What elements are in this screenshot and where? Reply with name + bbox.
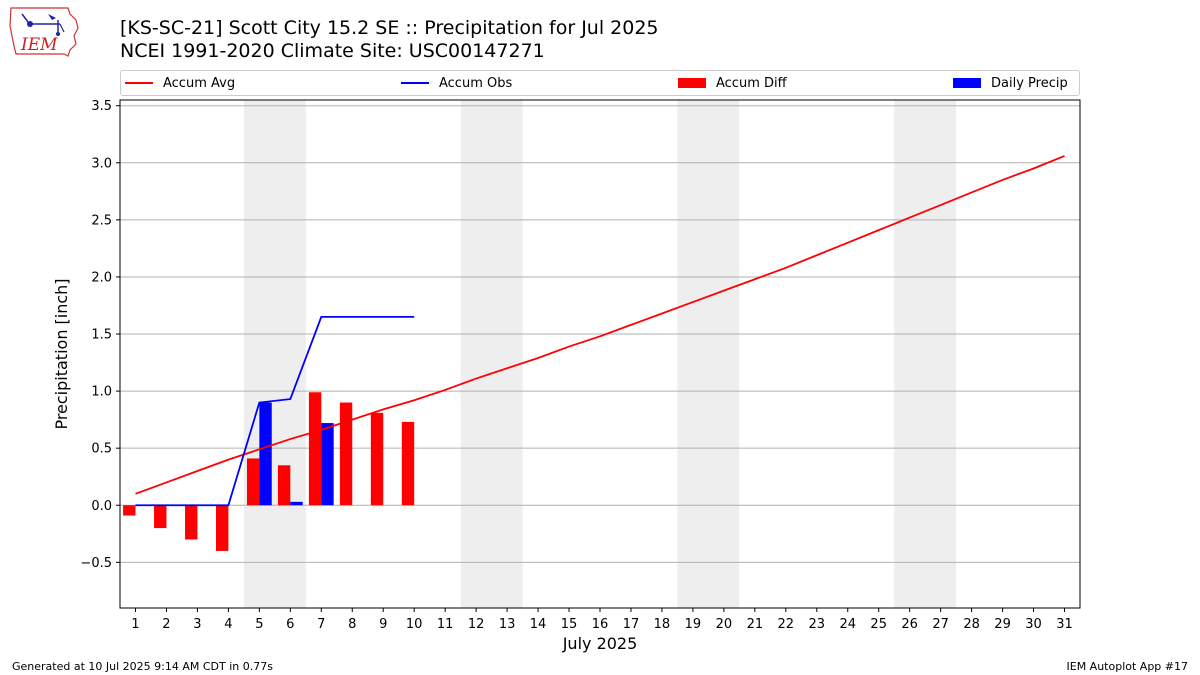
- y-tick-label: −0.5: [80, 556, 112, 571]
- footer-app-text: IEM Autoplot App #17: [1066, 660, 1189, 673]
- y-tick-label: 3.5: [91, 99, 112, 114]
- legend-swatch-accum-avg: [125, 82, 153, 84]
- bar-accum-diff: [277, 465, 291, 506]
- x-tick-label: 9: [379, 617, 387, 632]
- bar-accum-diff: [246, 458, 260, 506]
- iem-logo: IEM: [8, 6, 80, 58]
- weekend-band: [677, 100, 740, 608]
- bar-accum-diff: [123, 505, 136, 516]
- bar-accum-diff: [401, 421, 415, 506]
- x-tick-label: 11: [437, 617, 454, 632]
- weekend-band: [460, 100, 523, 608]
- x-tick-label: 12: [468, 617, 485, 632]
- bar-accum-diff: [185, 505, 198, 540]
- legend-label-daily-precip: Daily Precip: [991, 75, 1068, 91]
- bar-daily-precip: [290, 501, 303, 506]
- x-tick-label: 20: [716, 617, 733, 632]
- x-tick-label: 26: [901, 617, 918, 632]
- x-tick-label: 6: [286, 617, 294, 632]
- x-tick-label: 28: [963, 617, 980, 632]
- x-tick-label: 13: [499, 617, 516, 632]
- y-tick-label: 0.5: [91, 442, 112, 457]
- plot-frame: [119, 99, 1081, 609]
- y-tick-label: 2.0: [91, 270, 112, 285]
- y-tick-label: 1.5: [91, 328, 112, 343]
- y-tick-label: 1.0: [91, 385, 112, 400]
- x-tick-label: 29: [994, 617, 1011, 632]
- legend-swatch-accum-diff: [678, 78, 706, 88]
- bar-accum-diff: [308, 392, 322, 506]
- y-axis-label: Precipitation [inch]: [52, 278, 71, 429]
- x-tick-label: 27: [932, 617, 949, 632]
- legend-label-accum-diff: Accum Diff: [716, 75, 787, 91]
- bar-accum-diff: [154, 505, 167, 529]
- legend-item-accum-obs: Accum Obs: [401, 71, 512, 95]
- x-tick-label: 5: [255, 617, 263, 632]
- legend-swatch-accum-obs: [401, 82, 429, 84]
- x-tick-label: 1: [131, 617, 139, 632]
- bar-daily-precip: [321, 423, 334, 506]
- x-tick-label: 10: [406, 617, 423, 632]
- legend-label-accum-obs: Accum Obs: [439, 75, 513, 91]
- line-accum-avg: [135, 155, 1065, 495]
- x-tick-label: 19: [685, 617, 702, 632]
- weekend-band: [894, 100, 957, 608]
- y-tick-label: 3.0: [91, 156, 112, 171]
- legend-item-accum-diff: Accum Diff: [678, 71, 787, 95]
- bar-accum-diff: [216, 505, 229, 551]
- line-accum-obs: [135, 315, 415, 507]
- x-tick-label: 7: [317, 617, 325, 632]
- x-tick-label: 15: [561, 617, 578, 632]
- bar-accum-diff: [370, 412, 384, 506]
- x-tick-label: 23: [809, 617, 826, 632]
- x-tick-label: 2: [162, 617, 170, 632]
- chart-title: [KS-SC-21] Scott City 15.2 SE :: Precipi…: [120, 17, 659, 39]
- legend-item-daily-precip: Daily Precip: [953, 71, 1068, 95]
- legend-item-accum-avg: Accum Avg: [125, 71, 235, 95]
- x-tick-label: 8: [348, 617, 356, 632]
- x-tick-label: 4: [224, 617, 232, 632]
- x-tick-label: 31: [1056, 617, 1073, 632]
- x-axis-label: July 2025: [562, 634, 638, 653]
- x-tick-label: 24: [839, 617, 856, 632]
- y-tick-label: 0.0: [91, 499, 112, 514]
- legend-label-accum-avg: Accum Avg: [163, 75, 236, 91]
- logo-text: IEM: [20, 35, 58, 55]
- y-tick-label: 2.5: [91, 213, 112, 228]
- x-tick-label: 16: [592, 617, 609, 632]
- x-tick-label: 18: [654, 617, 671, 632]
- x-tick-label: 3: [193, 617, 201, 632]
- x-tick-label: 25: [870, 617, 887, 632]
- x-tick-label: 14: [530, 617, 547, 632]
- chart-legend: Accum Avg Accum Obs Accum Diff Daily Pre…: [120, 70, 1080, 96]
- legend-swatch-daily-precip: [953, 78, 981, 88]
- x-tick-label: 22: [778, 617, 795, 632]
- bar-daily-precip: [259, 402, 272, 506]
- x-tick-label: 17: [623, 617, 640, 632]
- bar-accum-diff: [339, 402, 353, 506]
- footer-generated-text: Generated at 10 Jul 2025 9:14 AM CDT in …: [12, 660, 273, 673]
- x-tick-label: 30: [1025, 617, 1042, 632]
- x-tick-label: 21: [747, 617, 764, 632]
- chart-subtitle: NCEI 1991-2020 Climate Site: USC00147271: [120, 40, 545, 62]
- weekend-band: [243, 100, 306, 608]
